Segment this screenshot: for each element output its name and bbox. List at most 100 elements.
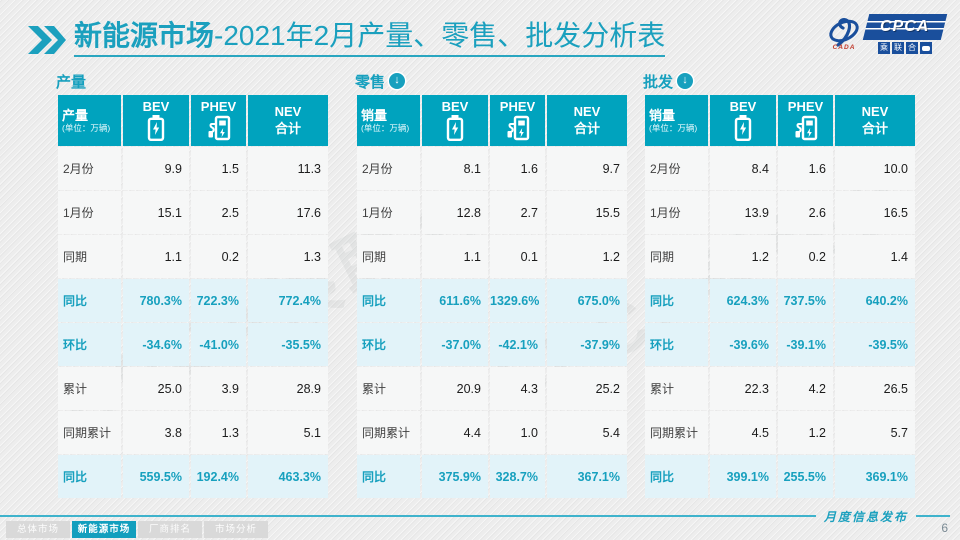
table-row: 同比 780.3% 722.3% 772.4% — [58, 279, 328, 322]
row-label: 同比 — [357, 455, 420, 498]
cell-value: -35.5% — [248, 323, 328, 366]
row-label: 累计 — [58, 367, 121, 410]
table-row: 2月份 8.1 1.6 9.7 — [357, 147, 627, 190]
row-label: 同比 — [645, 455, 708, 498]
table-row: 环比 -39.6% -39.1% -39.5% — [645, 323, 915, 366]
footer-rule: 月度信息发布 — [0, 509, 960, 524]
bev-label: BEV — [729, 98, 757, 114]
bev-column-header: BEV — [123, 95, 189, 146]
car-icon — [920, 42, 932, 54]
cell-value: 22.3 — [710, 367, 776, 410]
cell-value: 1.1 — [123, 235, 189, 278]
cell-value: 328.7% — [490, 455, 545, 498]
nev-column-header: NEV 合计 — [248, 95, 328, 146]
table-row: 同期累计 3.8 1.3 5.1 — [58, 411, 328, 454]
row-label: 同比 — [58, 455, 121, 498]
row-label: 同比 — [357, 279, 420, 322]
cell-value: -37.9% — [547, 323, 627, 366]
table-row: 累计 25.0 3.9 28.9 — [58, 367, 328, 410]
cell-value: 255.5% — [778, 455, 833, 498]
measure-label: 产量 — [62, 107, 89, 123]
row-label: 同期 — [58, 235, 121, 278]
cell-value: 4.5 — [710, 411, 776, 454]
cell-value: 8.4 — [710, 147, 776, 190]
down-arrow-icon: ↓ — [677, 73, 694, 89]
bev-label: BEV — [441, 98, 469, 114]
row-label: 2月份 — [357, 147, 420, 190]
cell-value: 0.2 — [191, 235, 246, 278]
table-row: 同期 1.2 0.2 1.4 — [645, 235, 915, 278]
row-label: 同期 — [645, 235, 708, 278]
bev-label: BEV — [142, 98, 170, 114]
table-header-row: 销量 (单位：万辆) BEV PHEV — [645, 95, 915, 146]
unit-label: (单位：万辆) — [62, 123, 111, 134]
battery-icon — [422, 115, 488, 142]
cell-value: -39.5% — [835, 323, 915, 366]
cell-value: 1.4 — [835, 235, 915, 278]
row-label: 同期累计 — [645, 411, 708, 454]
bev-column-header: BEV — [422, 95, 488, 146]
cell-value: 1.2 — [547, 235, 627, 278]
table-row: 同比 375.9% 328.7% 367.1% — [357, 455, 627, 498]
battery-icon — [123, 115, 189, 142]
cell-value: 5.7 — [835, 411, 915, 454]
cell-value: 737.5% — [778, 279, 833, 322]
header-label-cell: 销量 (单位：万辆) — [645, 95, 708, 146]
table-row: 环比 -34.6% -41.0% -35.5% — [58, 323, 328, 366]
cell-value: 0.2 — [778, 235, 833, 278]
table-row: 1月份 13.9 2.6 16.5 — [645, 191, 915, 234]
cell-value: 25.0 — [123, 367, 189, 410]
table-row: 同期 1.1 0.1 1.2 — [357, 235, 627, 278]
table-row: 2月份 9.9 1.5 11.3 — [58, 147, 328, 190]
cell-value: 367.1% — [547, 455, 627, 498]
retail-section: 零售 ↓ 销量 (单位：万辆) BEV PHEV — [355, 70, 627, 499]
cell-value: 1.0 — [490, 411, 545, 454]
cell-value: 463.3% — [248, 455, 328, 498]
tab-market-analysis[interactable]: 市场分析 — [204, 521, 268, 538]
section-header: 批发 ↓ — [643, 70, 913, 92]
tab-overall-market[interactable]: 总体市场 — [6, 521, 70, 538]
cell-value: 1.1 — [422, 235, 488, 278]
row-label: 同比 — [58, 279, 121, 322]
wholesale-table: 销量 (单位：万辆) BEV PHEV — [643, 94, 917, 499]
row-label: 累计 — [357, 367, 420, 410]
table-row: 同比 399.1% 255.5% 369.1% — [645, 455, 915, 498]
section-title: 零售 — [355, 73, 386, 91]
table-row: 同期累计 4.4 1.0 5.4 — [357, 411, 627, 454]
cell-value: 1.2 — [778, 411, 833, 454]
cell-value: 611.6% — [422, 279, 488, 322]
phev-column-header: PHEV — [191, 95, 246, 146]
tab-oem-ranking[interactable]: 厂商排名 — [138, 521, 202, 538]
chenglianhui-label: 乘 联 合 — [878, 42, 932, 54]
row-label: 1月份 — [357, 191, 420, 234]
page-title-bold: 新能源市场 — [74, 20, 215, 51]
row-label: 环比 — [357, 323, 420, 366]
table-row: 累计 20.9 4.3 25.2 — [357, 367, 627, 410]
table-row: 同期累计 4.5 1.2 5.7 — [645, 411, 915, 454]
logo-char: 合 — [906, 42, 918, 54]
section-title: 批发 — [643, 73, 674, 91]
cada-label: CADA — [832, 44, 856, 51]
cell-value: -41.0% — [191, 323, 246, 366]
row-label: 同期累计 — [58, 411, 121, 454]
cell-value: 640.2% — [835, 279, 915, 322]
cell-value: 10.0 — [835, 147, 915, 190]
nev-column-header: NEV 合计 — [835, 95, 915, 146]
row-label: 1月份 — [645, 191, 708, 234]
table-row: 环比 -37.0% -42.1% -37.9% — [357, 323, 627, 366]
table-row: 同期 1.1 0.2 1.3 — [58, 235, 328, 278]
table-row: 累计 22.3 4.2 26.5 — [645, 367, 915, 410]
unit-label: (单位：万辆) — [361, 123, 410, 134]
nev-label-line1: NEV — [573, 103, 601, 119]
cell-value: -37.0% — [422, 323, 488, 366]
cada-swirl-icon: CADA — [826, 17, 862, 51]
logo-char: 联 — [892, 42, 904, 54]
row-label: 2月份 — [58, 147, 121, 190]
tab-nev-market[interactable]: 新能源市场 — [72, 521, 136, 538]
cell-value: 1329.6% — [490, 279, 545, 322]
table-row: 同比 559.5% 192.4% 463.3% — [58, 455, 328, 498]
cell-value: 5.1 — [248, 411, 328, 454]
cell-value: -39.1% — [778, 323, 833, 366]
cell-value: 399.1% — [710, 455, 776, 498]
page-number: 6 — [941, 521, 948, 535]
